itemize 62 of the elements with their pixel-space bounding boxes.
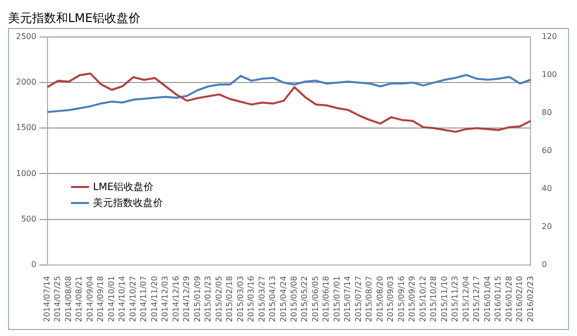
x-tick-label: 2015/06/05 bbox=[310, 276, 320, 322]
y-tick-label: 0 bbox=[31, 260, 36, 269]
x-tick-label: 2016/01/15 bbox=[494, 276, 503, 322]
x-tick-label: 2015/09/29 bbox=[408, 276, 417, 322]
chart-title: 美元指数和LME铝收盘价 bbox=[8, 10, 142, 27]
y-tick-label: 1000 bbox=[16, 168, 36, 178]
x-tick-label: 2015/11/10 bbox=[440, 276, 449, 322]
x-tick-label: 2014/08/08 bbox=[64, 276, 73, 322]
x-tick-label: 2014/09/04 bbox=[85, 276, 94, 322]
x-tick-label: 2015/01/23 bbox=[204, 276, 213, 322]
y-tick-label: 500 bbox=[21, 214, 36, 224]
x-tick-label: 2014/10/01 bbox=[106, 276, 116, 322]
x-tick-label: 2016/02/10 bbox=[515, 276, 524, 322]
x-tick-label: 2015/04/24 bbox=[278, 276, 288, 322]
x-tick-label: 2015/05/22 bbox=[300, 276, 310, 322]
x-tick-label: 2015/08/20 bbox=[375, 276, 384, 322]
x-tick-label: 2014/10/27 bbox=[128, 276, 138, 322]
x-tick-label: 2016/01/04 bbox=[482, 276, 492, 322]
x-tick-label: 2015/03/16 bbox=[246, 276, 256, 322]
y2-tick-label: 0 bbox=[542, 260, 547, 269]
x-tick-label: 2014/12/03 bbox=[160, 276, 170, 322]
x-tick-label: 2015/12/04 bbox=[461, 276, 470, 322]
x-tick-label: 2015/10/28 bbox=[429, 276, 438, 322]
x-tick-label: 2015/06/18 bbox=[322, 276, 331, 322]
x-tick-label: 2014/08/21 bbox=[74, 276, 84, 322]
x-tick-label: 2016/02/23 bbox=[526, 276, 535, 322]
x-tick-label: 2015/10/12 bbox=[418, 276, 428, 322]
x-tick-label: 2015/02/18 bbox=[225, 276, 234, 322]
y2-tick-label: 120 bbox=[542, 32, 558, 42]
x-tick-label: 2014/10/14 bbox=[118, 276, 127, 322]
y-tick-label: 2000 bbox=[16, 78, 36, 87]
x-tick-label: 2015/02/05 bbox=[214, 276, 224, 322]
y2-tick-label: 80 bbox=[542, 108, 552, 118]
x-tick-label: 2015/09/03 bbox=[386, 276, 396, 322]
x-tick-label: 2014/07/14 bbox=[42, 276, 52, 322]
x-tick-label: 2014/12/29 bbox=[182, 276, 192, 322]
x-tick-label: 2015/12/17 bbox=[472, 276, 482, 322]
y2-tick-label: 20 bbox=[542, 222, 552, 231]
y2-tick-label: 60 bbox=[542, 146, 552, 156]
x-tick-label: 2015/11/23 bbox=[450, 276, 460, 322]
legend-label: 美元指数收盘价 bbox=[93, 196, 163, 210]
x-tick-label: 2014/11/07 bbox=[139, 276, 148, 322]
y-tick-label: 2500 bbox=[16, 32, 36, 42]
x-tick-label: 2015/03/03 bbox=[236, 276, 245, 322]
x-tick-label: 2016/01/28 bbox=[504, 276, 514, 322]
y-tick-label: 1500 bbox=[16, 123, 36, 132]
x-tick-label: 2015/07/01 bbox=[332, 276, 342, 322]
x-tick-label: 2015/01/09 bbox=[192, 276, 202, 322]
x-tick-label: 2014/12/16 bbox=[171, 276, 180, 322]
x-tick-label: 2015/07/27 bbox=[354, 276, 363, 322]
legend-label: LME铝收盘价 bbox=[93, 181, 154, 194]
x-tick-label: 2015/07/14 bbox=[343, 276, 352, 322]
x-tick-label: 2014/09/18 bbox=[96, 276, 106, 322]
x-tick-label: 2015/03/27 bbox=[257, 276, 266, 322]
x-tick-label: 2014/07/25 bbox=[53, 276, 62, 322]
x-tick-label: 2015/09/16 bbox=[396, 276, 406, 322]
x-tick-label: 2015/04/13 bbox=[268, 276, 278, 322]
x-tick-label: 2014/11/20 bbox=[150, 276, 159, 322]
y2-tick-label: 40 bbox=[542, 184, 552, 194]
y2-tick-label: 100 bbox=[542, 70, 558, 80]
x-tick-label: 2015/05/08 bbox=[289, 276, 298, 322]
x-tick-label: 2015/08/07 bbox=[364, 276, 374, 322]
